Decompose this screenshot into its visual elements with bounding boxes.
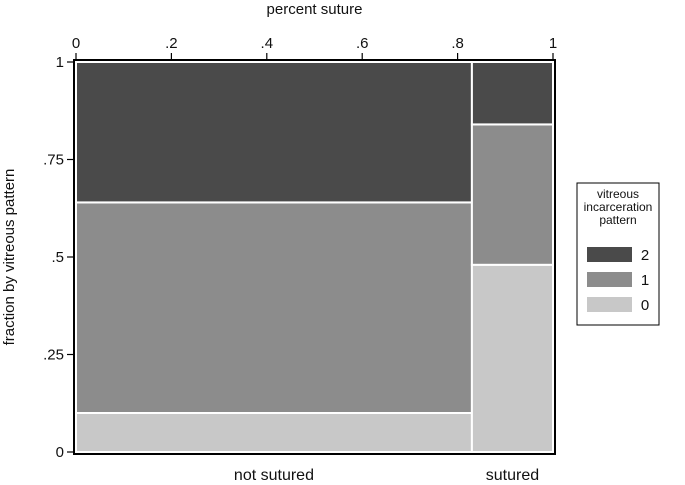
y-axis-title: fraction by vitreous pattern: [1, 169, 18, 346]
legend-label-0: 0: [641, 297, 649, 314]
legend-label-1: 1: [641, 272, 649, 289]
legend-title-line: vitreous: [597, 187, 639, 201]
legend-title-line: incarceration: [584, 200, 653, 214]
legend-swatch-0: [587, 297, 632, 312]
x-tick-label: .4: [261, 35, 274, 52]
category-label-not-sutured: not sutured: [234, 467, 314, 484]
legend-swatch-2: [587, 247, 632, 262]
legend-swatch-1: [587, 272, 632, 287]
y-tick-label: 1: [56, 54, 64, 71]
x-tick-label: 0: [72, 35, 80, 52]
x-tick-label: .6: [356, 35, 369, 52]
legend-title-line: pattern: [599, 213, 636, 227]
tile-not-sutured-pattern-1: [75, 201, 473, 414]
category-label-sutured: sutured: [486, 467, 539, 484]
y-tick-label: 0: [56, 444, 64, 461]
tile-sutured-pattern-0: [470, 263, 554, 453]
tile-not-sutured-pattern-2: [75, 61, 473, 204]
y-tick-label: .25: [43, 347, 64, 364]
y-tick-label: .5: [51, 249, 64, 266]
tiles-layer: [75, 61, 554, 453]
x-axis-title: percent suture: [267, 1, 363, 18]
category-labels: not sutured sutured: [234, 467, 539, 484]
y-tick-label: .75: [43, 152, 64, 169]
x-axis-top: 0 .2 .4 .6 .8 1: [72, 35, 557, 60]
x-tick-label: .8: [451, 35, 464, 52]
y-axis-left: 0 .25 .5 .75 1: [43, 54, 74, 461]
x-tick-label: 1: [549, 35, 557, 52]
tile-sutured-pattern-1: [470, 123, 554, 266]
tile-sutured-pattern-2: [470, 61, 554, 126]
tile-not-sutured-pattern-0: [75, 412, 473, 453]
x-tick-label: .2: [165, 35, 178, 52]
legend-label-2: 2: [641, 247, 649, 264]
legend-entries: 2 1 0: [587, 247, 649, 314]
